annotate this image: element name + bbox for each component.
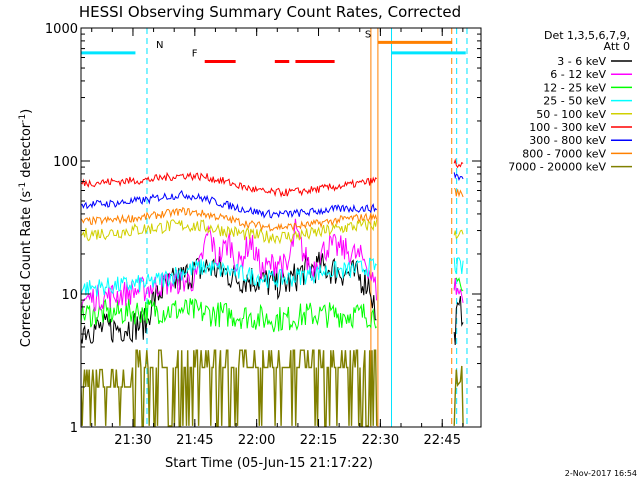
series-line	[81, 349, 378, 427]
series-line	[453, 172, 464, 181]
y-axis-label-base: Corrected Count Rate (s	[19, 191, 34, 348]
flag-letter: F	[192, 48, 198, 59]
legend-label: 100 - 300 keV	[529, 121, 606, 134]
legend-label: 7000 - 20000 keV	[508, 161, 606, 174]
legend-label: 25 - 50 keV	[543, 95, 606, 108]
y-axis-label-mid: detector	[19, 122, 34, 182]
legend-label: 800 - 7000 keV	[522, 147, 606, 160]
plot-area: N F S 21:30 21:45 22:00 22:15 22:30 22:45 1 10 100 1…	[45, 22, 482, 448]
x-tick-label: 21:45	[176, 433, 213, 448]
series-line	[81, 189, 378, 219]
x-tick-label: 22:45	[424, 433, 461, 448]
y-axis-label: Corrected Count Rate (s-1 detector-1)	[18, 109, 34, 347]
y-axis-label-sup1: -1	[18, 182, 28, 191]
plot-frame	[80, 27, 482, 428]
y-tick-label: 100	[53, 155, 78, 170]
series-line	[453, 187, 464, 198]
legend-label: 3 - 6 keV	[557, 55, 606, 68]
y-tick-label: 1	[70, 421, 78, 436]
series-line	[81, 218, 378, 245]
y-axis-label-sup2: -1	[18, 114, 28, 123]
series-line	[453, 296, 464, 346]
x-tick-label: 22:30	[362, 433, 399, 448]
y-axis-label-end: )	[19, 109, 34, 114]
series-line	[81, 251, 377, 344]
series-layer	[81, 28, 468, 427]
legend-label: 12 - 25 keV	[543, 81, 606, 94]
x-tick-label: 22:15	[300, 433, 337, 448]
series-line	[81, 171, 377, 198]
series-line	[81, 206, 378, 232]
y-tick-label: 1000	[45, 22, 78, 37]
series-line	[81, 218, 377, 312]
series-line	[453, 257, 464, 275]
legend-label: 6 - 12 keV	[550, 68, 606, 81]
series-line	[81, 257, 378, 297]
y-tick-label: 10	[61, 288, 78, 303]
footer-date: 2-Nov-2017 16:54	[565, 469, 637, 478]
series-line	[453, 158, 464, 169]
legend-label: 50 - 100 keV	[536, 108, 606, 121]
legend-header-line1: Det 1,3,5,6,7,9,	[544, 29, 630, 42]
flag-letter: N	[156, 40, 163, 51]
x-tick-label: 21:30	[114, 433, 151, 448]
series-line	[453, 229, 464, 240]
series-line	[453, 277, 464, 303]
series-line	[453, 365, 464, 426]
flag-letter: S	[365, 29, 371, 40]
series-line	[81, 298, 378, 333]
legend-label: 300 - 800 keV	[529, 134, 606, 147]
chart-title: HESSI Observing Summary Count Rates, Cor…	[79, 3, 461, 21]
legend-header-line2: Att 0	[604, 40, 630, 53]
x-axis-label: Start Time (05-Jun-15 21:17:22)	[165, 456, 373, 471]
x-tick-label: 22:00	[238, 433, 275, 448]
